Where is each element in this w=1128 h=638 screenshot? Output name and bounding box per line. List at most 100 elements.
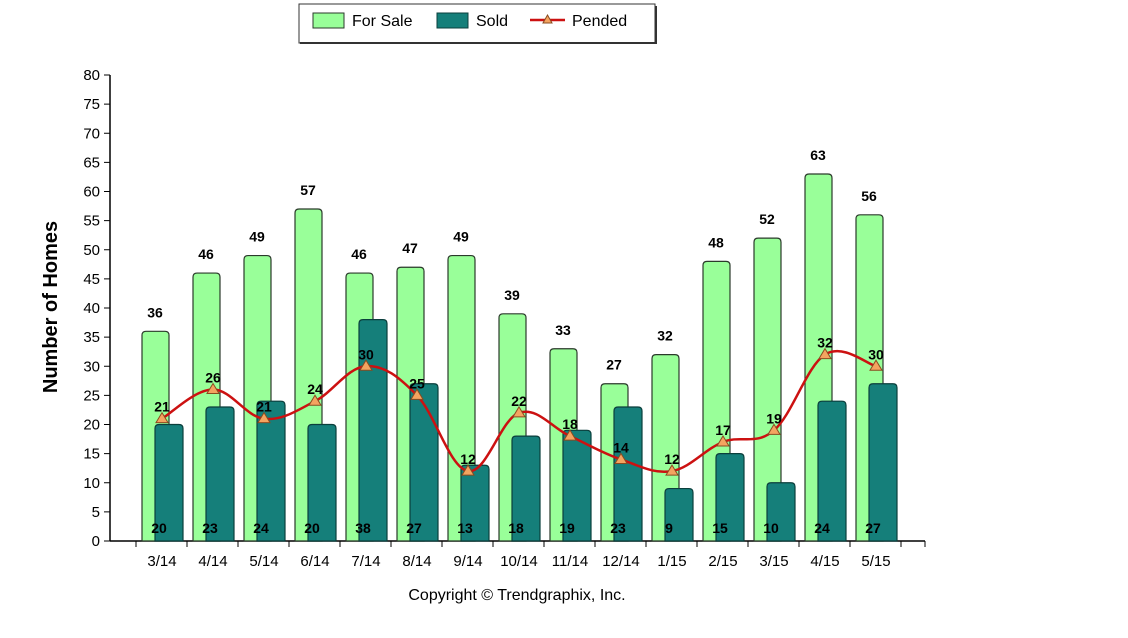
pended-value-label: 21 — [256, 399, 272, 415]
sold-value-label: 13 — [457, 520, 473, 536]
pended-line — [155, 347, 883, 476]
y-axis-title: Number of Homes — [40, 221, 62, 393]
pended-value-label: 14 — [613, 439, 629, 455]
pended-marker — [461, 464, 475, 476]
for-sale-value-label: 48 — [708, 234, 724, 250]
sold-value-label: 24 — [253, 520, 269, 536]
sold-value-label: 18 — [508, 520, 524, 536]
bar-sold — [817, 400, 847, 542]
y-tick-label: 50 — [83, 242, 100, 259]
pended-marker — [410, 388, 424, 400]
pended-value-label: 18 — [562, 416, 578, 432]
pended-marker — [512, 405, 526, 418]
pended-value-label: 30 — [868, 346, 884, 362]
legend-label-pended: Pended — [572, 13, 627, 30]
sold-value-label: 24 — [814, 520, 830, 536]
for-sale-value-label: 56 — [861, 188, 877, 204]
bar-sold — [205, 406, 235, 542]
y-tick-label: 80 — [83, 67, 100, 84]
x-tick-label: 7/14 — [351, 553, 380, 570]
pended-value-label: 17 — [715, 422, 731, 438]
x-tick-label: 1/15 — [657, 553, 686, 570]
pended-value-label: 30 — [358, 346, 374, 362]
sold-value-label: 27 — [406, 520, 422, 536]
sold-value-label: 15 — [712, 520, 728, 536]
bar-sold — [868, 383, 898, 542]
sold-value-label: 9 — [665, 520, 673, 536]
x-tick-label: 12/14 — [602, 553, 640, 570]
bar-sold — [154, 423, 184, 542]
bar-for-sale — [753, 237, 782, 542]
for-sale-value-label: 46 — [198, 246, 214, 262]
copyright-text: Copyright © Trendgraphix, Inc. — [408, 587, 625, 604]
bar-sold — [511, 435, 541, 542]
pended-marker — [155, 411, 169, 424]
y-tick-label: 65 — [83, 154, 100, 171]
bar-sold — [256, 400, 286, 542]
for-sale-value-label: 32 — [657, 328, 673, 344]
y-tick-label: 70 — [83, 125, 100, 142]
sold-value-label: 27 — [865, 520, 881, 536]
x-tick-label: 5/15 — [861, 553, 890, 570]
y-tick-label: 25 — [83, 387, 100, 404]
y-tick-label: 15 — [83, 446, 100, 463]
x-tick-label: 10/14 — [500, 553, 538, 570]
x-tick-label: 4/15 — [810, 553, 839, 570]
pended-marker — [614, 452, 628, 464]
for-sale-value-label: 39 — [504, 287, 520, 303]
y-tick-label: 20 — [83, 417, 100, 434]
for-sale-value-label: 52 — [759, 211, 775, 227]
y-axis: 0 5 10 15 20 25 30 35 40 45 50 55 60 65 70 75 80 — [83, 67, 111, 550]
pended-marker — [716, 435, 730, 447]
for-sale-value-label: 46 — [351, 246, 367, 262]
sold-value-label: 23 — [610, 520, 626, 536]
sold-value-label: 38 — [355, 520, 371, 536]
bar-sold — [307, 423, 337, 542]
bar-sold — [613, 406, 643, 542]
y-tick-label: 40 — [83, 300, 100, 317]
pended-value-label: 19 — [766, 410, 782, 426]
pended-value-label: 22 — [511, 393, 527, 409]
pended-marker — [665, 464, 679, 476]
pended-value-label: 26 — [205, 370, 221, 386]
bar-sold — [715, 453, 745, 542]
x-tick-label: 4/14 — [198, 553, 227, 570]
pended-value-label: 12 — [460, 451, 476, 467]
x-tick-label: 3/15 — [759, 553, 788, 570]
sold-value-label: 10 — [763, 520, 779, 536]
legend-swatch-sold — [436, 12, 469, 29]
bars — [141, 173, 898, 542]
bar-sold — [766, 482, 796, 542]
y-tick-label: 75 — [83, 96, 100, 113]
legend-label-for-sale: For Sale — [352, 13, 413, 30]
bar-sold — [664, 487, 694, 542]
y-tick-label: 35 — [83, 329, 100, 346]
legend-label-sold: Sold — [476, 13, 508, 30]
x-tick-label: 9/14 — [453, 553, 482, 570]
bar-sold — [358, 319, 388, 542]
x-tick-label: 2/15 — [708, 553, 737, 570]
sold-value-label: 19 — [559, 520, 575, 536]
pended-marker — [767, 423, 781, 435]
y-tick-label: 55 — [83, 213, 100, 230]
x-tick-label: 11/14 — [552, 553, 588, 570]
x-tick-label: 8/14 — [402, 553, 431, 570]
x-tick-label: 5/14 — [249, 553, 278, 570]
y-tick-label: 45 — [83, 271, 100, 288]
sold-value-label: 20 — [151, 520, 167, 536]
legend-swatch-for-sale — [312, 12, 345, 29]
pended-value-label: 32 — [817, 335, 833, 351]
for-sale-value-label: 63 — [810, 147, 826, 163]
legend: For Sale Sold Pended — [298, 3, 657, 44]
pended-value-label: 12 — [664, 451, 680, 467]
for-sale-value-label: 57 — [300, 182, 316, 198]
pended-value-label: 25 — [409, 375, 425, 391]
for-sale-value-label: 27 — [606, 357, 622, 373]
data-labels: 36 20 21 46 23 26 49 24 21 57 20 24 46 38 30 47 27 25 49 13… — [147, 147, 884, 536]
bar-sold — [409, 383, 439, 542]
pended-marker — [869, 359, 883, 371]
for-sale-value-label: 36 — [147, 304, 163, 320]
y-tick-label: 10 — [83, 475, 100, 492]
